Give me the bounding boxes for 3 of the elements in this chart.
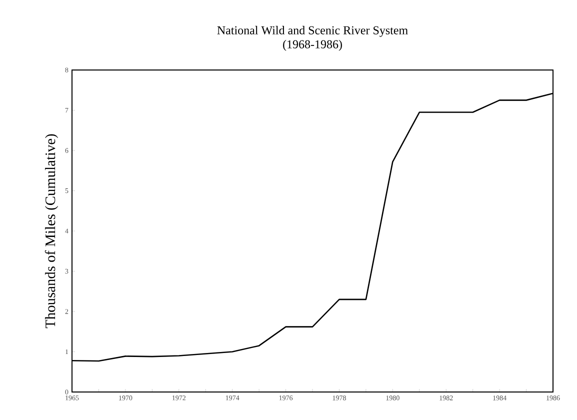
chart-title: National Wild and Scenic River System bbox=[217, 26, 408, 37]
y-axis-title: Thousands of Miles (Cumulative) bbox=[44, 134, 58, 328]
chart-subtitle: (1968-1986) bbox=[283, 40, 342, 51]
